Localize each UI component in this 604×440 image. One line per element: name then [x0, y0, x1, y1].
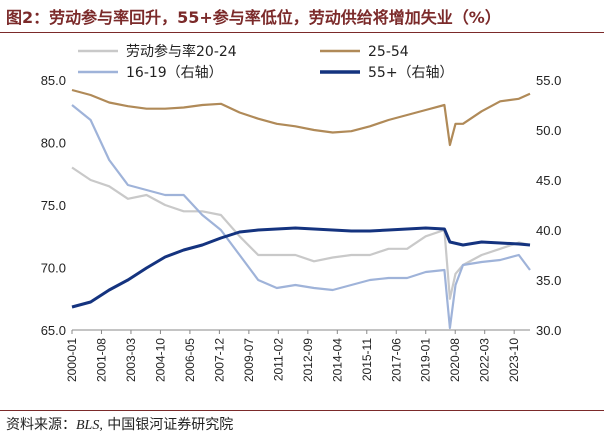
x-tick-label: 2006-05: [183, 338, 197, 382]
source-note: 资料来源：BLS, 中国银河证券研究院: [6, 414, 233, 434]
right-y-tick-label: 45.0: [536, 173, 561, 188]
left-y-tick-label: 70.0: [41, 261, 66, 276]
legend: 劳动参与率20-24 25-54 16-19（右轴） 55+（右轴）: [78, 43, 454, 81]
series-line-s2554: [71, 88, 531, 147]
series-line-s55: [71, 226, 531, 309]
left-y-tick-label: 80.0: [41, 136, 66, 151]
x-tick-label: 2023-10: [507, 338, 521, 382]
legend-label: 55+（右轴）: [368, 65, 454, 81]
source-bls: BLS,: [76, 418, 103, 433]
legend-label: 16-19（右轴）: [126, 65, 223, 81]
x-tick-label: 2004-10: [153, 338, 167, 382]
left-y-tick-label: 65.0: [41, 323, 66, 338]
source-suffix: 中国银河证券研究院: [102, 417, 234, 433]
line-chart: 劳动参与率20-24 25-54 16-19（右轴） 55+（右轴） 65.0 70.0…: [41, 43, 562, 382]
right-y-tick-label: 55.0: [536, 73, 561, 88]
axes: 65.0 70.0 75.0 80.0 85.0 30.0 35.0 40.0 45.0 50.0…: [41, 73, 562, 382]
right-y-tick-label: 40.0: [536, 223, 561, 238]
x-tick-label: 2022-03: [478, 338, 492, 382]
x-tick-label: 2019-01: [419, 338, 433, 382]
x-tick-label: 2009-07: [242, 338, 256, 382]
legend-label: 劳动参与率20-24: [126, 43, 237, 60]
series-line-s2024: [71, 166, 531, 300]
x-tick-label: 2001-08: [94, 338, 108, 382]
source-prefix: 资料来源：: [6, 417, 76, 433]
footer-divider: [0, 410, 604, 411]
x-tick-label: 2014-04: [330, 338, 344, 382]
x-tick-label: 2000-01: [65, 338, 79, 382]
x-tick-label: 2020-08: [448, 338, 462, 382]
right-y-tick-label: 30.0: [536, 323, 561, 338]
left-y-tick-label: 75.0: [41, 198, 66, 213]
legend-label: 25-54: [368, 44, 409, 60]
series-lines: [71, 88, 531, 330]
x-tick-label: 2003-03: [124, 338, 138, 382]
chart-title: 图2：劳动参与率回升，55+参与率低位，劳动供给将增加失业（%）: [6, 8, 501, 27]
x-tick-label: 2012-09: [301, 338, 315, 382]
title-divider: [0, 32, 604, 33]
series-line-s1619: [71, 104, 531, 330]
right-y-tick-label: 35.0: [536, 273, 561, 288]
x-tick-label: 2017-06: [389, 338, 403, 382]
right-y-tick-label: 50.0: [536, 123, 561, 138]
x-tick-label: 2011-02: [271, 338, 285, 381]
x-tick-label: 2007-12: [212, 338, 226, 382]
x-tick-label: 2015-11: [360, 338, 374, 381]
left-y-tick-label: 85.0: [41, 73, 66, 88]
